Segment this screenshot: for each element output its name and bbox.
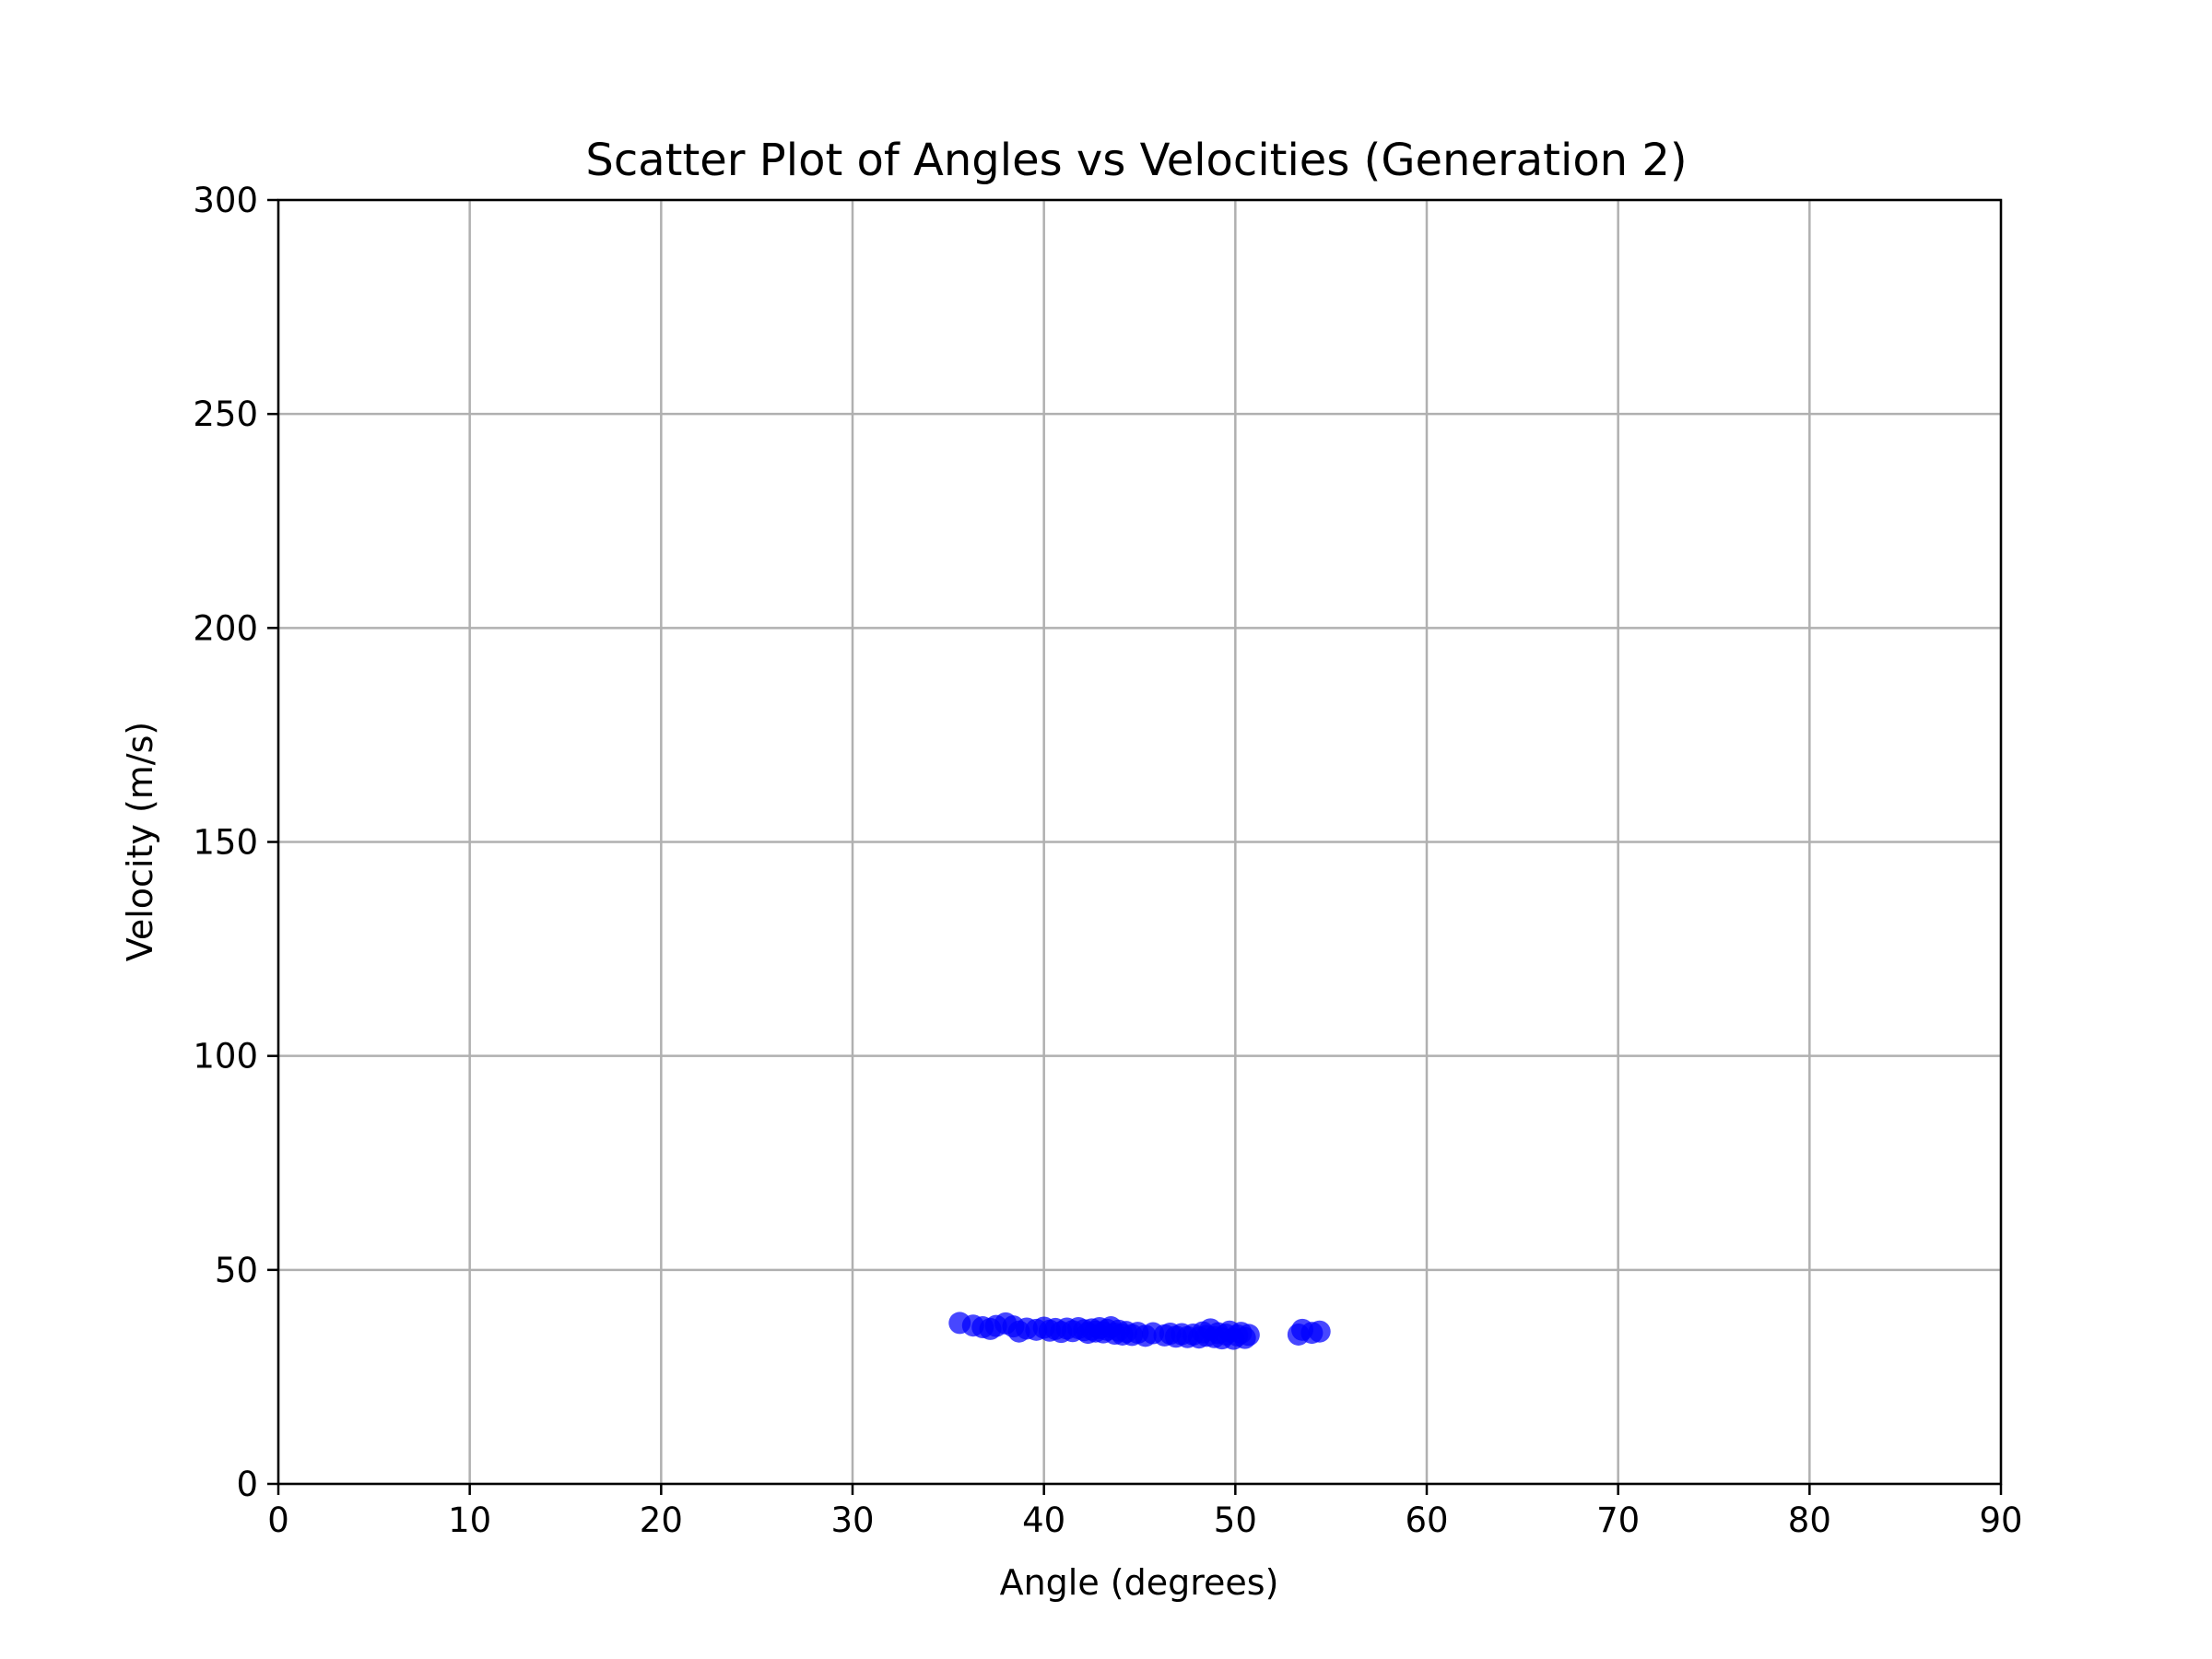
y-tick-labels: 0 50 100 150 200 250 300 — [193, 181, 258, 1504]
data-point — [1237, 1324, 1260, 1347]
x-tick-label: 20 — [640, 1500, 683, 1540]
data-points — [948, 1312, 1331, 1350]
x-tick-label: 30 — [830, 1500, 874, 1540]
y-tick-label: 150 — [193, 823, 258, 863]
x-tick-label: 70 — [1596, 1500, 1640, 1540]
y-tick-label: 250 — [193, 394, 258, 434]
x-tick-label: 40 — [1022, 1500, 1065, 1540]
y-tick-label: 300 — [193, 181, 258, 220]
y-tick-label: 0 — [236, 1465, 258, 1504]
axis-ticks — [267, 198, 2003, 1495]
x-tick-labels: 0 10 20 30 40 50 60 70 80 90 — [267, 1500, 2022, 1540]
x-tick-label: 0 — [267, 1500, 289, 1540]
x-tick-label: 10 — [448, 1500, 491, 1540]
y-tick-label: 200 — [193, 608, 258, 648]
y-tick-label: 50 — [215, 1251, 258, 1290]
data-point — [1308, 1320, 1331, 1343]
x-axis-label: Angle (degrees) — [1000, 1562, 1279, 1603]
x-tick-label: 90 — [1979, 1500, 2022, 1540]
y-axis-label: Velocity (m/s) — [120, 722, 160, 961]
x-tick-label: 50 — [1214, 1500, 1257, 1540]
x-tick-label: 80 — [1788, 1500, 1831, 1540]
x-tick-label: 60 — [1405, 1500, 1448, 1540]
y-tick-label: 100 — [193, 1037, 258, 1077]
chart-title: Scatter Plot of Angles vs Velocities (Ge… — [585, 135, 1687, 186]
